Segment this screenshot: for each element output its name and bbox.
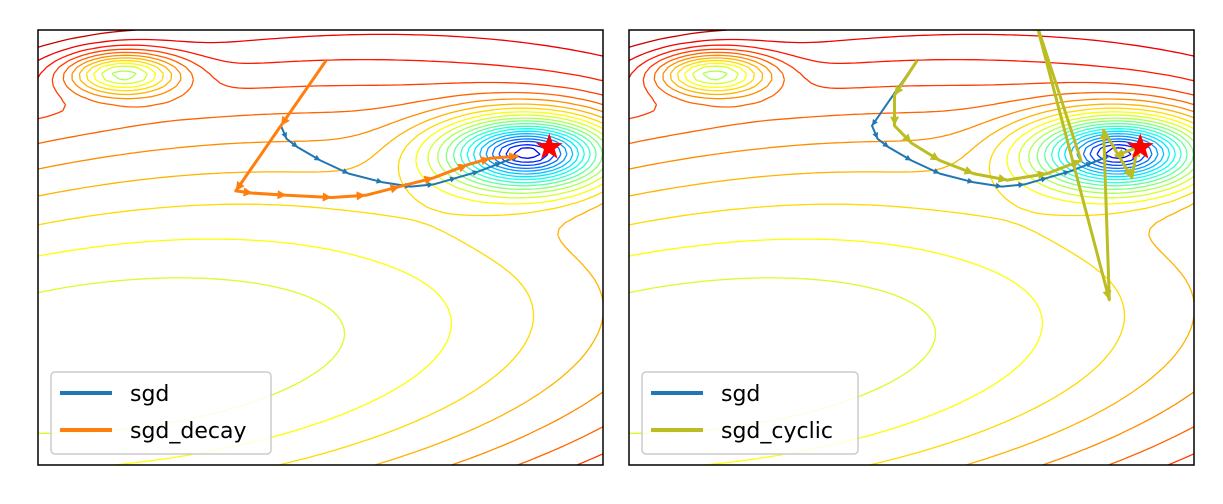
step-arrowhead <box>480 156 490 166</box>
legend-label-sgd-cyclic: sgd_cyclic <box>721 419 833 444</box>
step-arrowhead <box>1123 167 1132 178</box>
step-arrowhead <box>376 177 383 184</box>
step-arrowhead <box>1070 159 1081 168</box>
contour-level-line <box>629 54 1194 465</box>
step-arrowhead <box>882 141 889 148</box>
contour-level-line <box>452 122 597 187</box>
step-arrowhead <box>342 168 349 174</box>
contour-level-line <box>629 51 1194 465</box>
plot-frame <box>37 29 604 466</box>
series-line <box>893 30 1139 302</box>
step-arrowhead <box>423 175 434 185</box>
contour-level-line <box>1043 122 1188 187</box>
contour-level-line <box>629 33 1194 62</box>
optimum-star <box>536 133 563 159</box>
optimum-star-marker <box>1127 133 1154 159</box>
contour-level-line <box>629 57 1194 465</box>
contour-level-line <box>38 33 603 62</box>
step-arrowhead <box>277 190 287 200</box>
optimizer-paths <box>234 59 519 202</box>
contour-level-line <box>445 120 603 190</box>
step-arrowhead <box>235 180 245 191</box>
contour-level-line <box>1070 133 1165 175</box>
step-arrowhead <box>356 191 366 201</box>
step-arrowhead <box>871 119 878 126</box>
step-arrowhead <box>963 166 974 175</box>
step-arrowhead <box>427 182 434 188</box>
series-sgd-cyclic-path <box>890 30 1141 302</box>
step-arrowhead <box>1099 130 1109 140</box>
contour-level-line <box>629 48 1194 465</box>
step-arrowhead <box>322 192 332 202</box>
contour-level-line <box>38 54 603 465</box>
step-arrowhead <box>901 133 912 144</box>
contour-level-line <box>702 70 1194 194</box>
plot-frame <box>628 29 1195 466</box>
contour-level-line <box>38 59 603 465</box>
legend-label-sgd: sgd <box>130 382 169 407</box>
step-arrowhead <box>291 141 298 148</box>
step-arrowhead <box>872 132 878 139</box>
step-arrowhead <box>508 152 519 162</box>
contour-level-line <box>38 57 603 465</box>
contour-level-line <box>479 133 574 175</box>
step-arrowhead <box>281 132 287 139</box>
step-arrowhead <box>280 115 290 126</box>
step-arrowhead <box>1037 170 1048 180</box>
contour-level-line <box>629 44 1194 82</box>
step-arrowhead <box>929 151 940 161</box>
legend-label-sgd: sgd <box>721 382 760 407</box>
step-arrowhead <box>472 170 479 176</box>
contour-level-line <box>111 70 603 194</box>
step-arrowhead <box>1114 148 1125 158</box>
contour-level-line <box>466 128 585 181</box>
step-arrowhead <box>967 177 974 184</box>
optimum-star-marker <box>536 133 563 159</box>
legend-label-sgd-decay: sgd_decay <box>130 419 247 444</box>
step-arrowhead <box>1040 176 1048 183</box>
series-sgd-path <box>871 59 1110 189</box>
optimum-star <box>1127 133 1154 159</box>
contour-level-line <box>38 51 603 465</box>
step-arrowhead <box>933 168 940 174</box>
step-arrowhead <box>894 85 904 96</box>
step-arrowhead <box>904 154 912 161</box>
contour-level-line <box>38 44 603 82</box>
legend: sgd sgd_cyclic <box>641 371 859 455</box>
step-arrowhead <box>1063 170 1070 176</box>
chart-panel-left: sgd sgd_decay <box>37 29 604 466</box>
series-line <box>871 59 1110 188</box>
step-arrowhead <box>1018 182 1025 188</box>
step-arrowhead <box>389 184 400 194</box>
contour-level-line <box>38 62 603 465</box>
series-sgd-decay-path <box>234 59 519 202</box>
contour-level-line <box>1036 120 1194 190</box>
step-arrowhead <box>1085 162 1093 168</box>
legend: sgd sgd_decay <box>50 371 272 455</box>
contour-level-line <box>629 59 1194 465</box>
contour-level-line <box>472 130 580 178</box>
step-arrowhead <box>997 173 1008 183</box>
step-arrowhead <box>1102 289 1112 300</box>
step-arrowhead <box>243 187 253 197</box>
step-arrowhead <box>449 176 457 183</box>
step-arrowhead <box>313 154 321 161</box>
step-arrowhead <box>494 162 502 168</box>
step-arrowhead <box>890 116 900 126</box>
contour-level-line <box>38 48 603 465</box>
step-arrowhead <box>995 182 1002 189</box>
series-line <box>234 59 519 199</box>
optimizer-paths <box>871 30 1141 302</box>
chart-panel-right: sgd sgd_cyclic <box>628 29 1195 466</box>
step-arrowhead <box>457 163 468 173</box>
contour-level-line <box>629 62 1194 465</box>
